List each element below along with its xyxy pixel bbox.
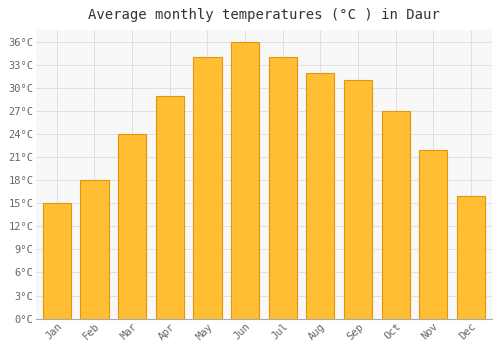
Bar bbox=[268, 57, 297, 318]
Bar bbox=[382, 111, 410, 318]
Bar bbox=[118, 134, 146, 318]
Bar bbox=[344, 80, 372, 318]
Bar bbox=[42, 203, 71, 318]
Title: Average monthly temperatures (°C ) in Daur: Average monthly temperatures (°C ) in Da… bbox=[88, 8, 440, 22]
Bar bbox=[231, 42, 259, 318]
Bar bbox=[156, 96, 184, 318]
Bar bbox=[306, 73, 334, 318]
Bar bbox=[194, 57, 222, 318]
Bar bbox=[457, 196, 485, 318]
Bar bbox=[419, 149, 448, 318]
Bar bbox=[80, 180, 108, 318]
